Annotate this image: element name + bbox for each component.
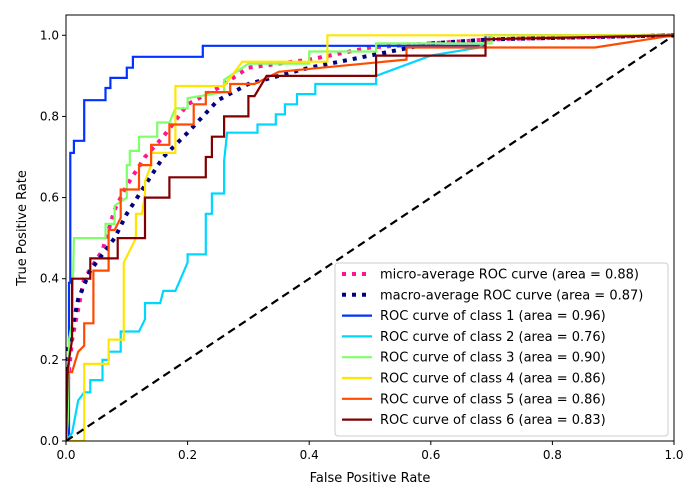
y-tick-label: 0.4 — [40, 272, 59, 286]
legend-label: micro-average ROC curve (area = 0.88) — [380, 268, 639, 283]
x-tick-label: 1.0 — [664, 448, 683, 462]
legend-label: ROC curve of class 4 (area = 0.86) — [380, 372, 606, 387]
x-tick-label: 0.0 — [56, 448, 75, 462]
legend-box — [334, 262, 669, 437]
y-tick-label: 0.2 — [40, 353, 59, 367]
legend-label: ROC curve of class 3 (area = 0.90) — [380, 351, 606, 366]
y-tick-label: 0.6 — [40, 191, 59, 205]
legend-label: ROC curve of class 2 (area = 0.76) — [380, 330, 606, 345]
x-axis-label: False Positive Rate — [310, 471, 431, 486]
legend-label: ROC curve of class 1 (area = 0.96) — [380, 309, 606, 324]
legend-label: ROC curve of class 6 (area = 0.83) — [380, 413, 606, 428]
legend-label: ROC curve of class 5 (area = 0.86) — [380, 392, 606, 407]
x-tick-label: 0.4 — [300, 448, 319, 462]
x-tick-label: 0.2 — [178, 448, 197, 462]
roc-curve-class-6 — [66, 34, 674, 441]
axis-ticks: 0.0 0.2 0.4 0.6 0.8 1.0 0.0 0.2 0.4 0.6 0.8 1.0 — [40, 28, 684, 462]
y-axis-label: True Positive Rate — [15, 170, 30, 287]
roc-curve-class-4 — [66, 34, 674, 441]
legend-label: macro-average ROC curve (area = 0.87) — [380, 288, 643, 303]
roc-curve-class-3 — [66, 34, 674, 441]
plot-lines — [65, 33, 675, 442]
y-tick-label: 0.8 — [40, 109, 59, 123]
roc-curve-class-5 — [66, 34, 674, 441]
y-tick-label: 0.0 — [40, 434, 59, 448]
roc-curve-class-2 — [66, 34, 674, 441]
roc-curve-class-1 — [66, 34, 674, 441]
y-tick-label: 1.0 — [40, 28, 59, 42]
x-tick-label: 0.8 — [543, 448, 562, 462]
legend: micro-average ROC curve (area = 0.88) mac… — [334, 262, 669, 437]
plot-frame — [65, 14, 675, 442]
chance-diagonal-line — [65, 34, 675, 442]
x-tick-label: 0.6 — [421, 448, 440, 462]
